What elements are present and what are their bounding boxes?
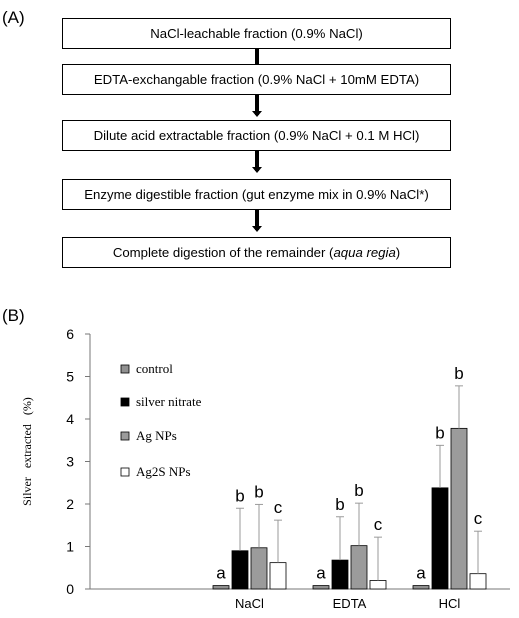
y-axis-label: Silver extracted (%) bbox=[20, 397, 34, 506]
flow-arrow bbox=[252, 151, 262, 173]
chart-axes: 0 1 2 3 4 5 6 Silver extracted (%) NaCl EDTA HCl bbox=[20, 326, 510, 611]
y-tick-label: 2 bbox=[66, 496, 74, 512]
bar-ag2s-nps bbox=[369, 580, 387, 590]
y-tick-label: 6 bbox=[66, 326, 74, 342]
significance-letter: b bbox=[454, 364, 463, 383]
significance-letter: c bbox=[274, 498, 283, 517]
bar-ag-nps bbox=[350, 545, 368, 590]
flow-step-text-italic: aqua regia bbox=[333, 245, 396, 260]
significance-letter: a bbox=[416, 564, 426, 583]
legend-swatch bbox=[120, 467, 130, 477]
y-tick-label: 1 bbox=[66, 539, 74, 555]
bar-control bbox=[312, 585, 330, 590]
y-tick-label: 4 bbox=[66, 411, 74, 427]
flow-step-text-pre: Complete digestion of the remainder ( bbox=[112, 245, 334, 260]
bar-ag-nps bbox=[250, 547, 268, 590]
bar-silver-nitrate bbox=[231, 550, 249, 590]
y-tick-label: 5 bbox=[66, 369, 74, 385]
flow-step-text: EDTA-exchangable fraction (0.9% NaCl + 1… bbox=[93, 72, 420, 87]
legend-entry: Ag2S NPs bbox=[136, 464, 191, 479]
flow-step-text: NaCl-leachable fraction (0.9% NaCl) bbox=[150, 26, 363, 41]
significance-letter: b bbox=[354, 481, 363, 500]
significance-letter: c bbox=[474, 509, 483, 528]
legend-entry: silver nitrate bbox=[136, 394, 202, 409]
x-tick-label: EDTA bbox=[333, 596, 367, 611]
legend-swatch bbox=[120, 397, 130, 407]
flow-step-text: Dilute acid extractable fraction (0.9% N… bbox=[93, 128, 420, 143]
chart-legend: control silver nitrate Ag NPs Ag2S NPs bbox=[120, 361, 202, 479]
flow-arrow bbox=[252, 95, 262, 117]
flow-step-enzyme-digestible: Enzyme digestible fraction (gut enzyme m… bbox=[62, 179, 451, 210]
legend-entry: Ag NPs bbox=[136, 428, 177, 443]
flow-step-nacl-leachable: NaCl-leachable fraction (0.9% NaCl) bbox=[62, 18, 451, 49]
bar-silver-nitrate bbox=[431, 487, 449, 590]
bar-ag-nps bbox=[450, 427, 468, 590]
panel-a-label: (A) bbox=[2, 8, 25, 27]
bar-control bbox=[212, 585, 230, 590]
y-tick-label: 0 bbox=[66, 581, 74, 597]
significance-letter: a bbox=[316, 564, 326, 583]
flow-step-dilute-acid: Dilute acid extractable fraction (0.9% N… bbox=[62, 120, 451, 151]
significance-letter: c bbox=[374, 515, 383, 534]
x-tick-label: NaCl bbox=[235, 596, 264, 611]
panel-b-label: (B) bbox=[2, 306, 25, 325]
significance-letter: b bbox=[254, 482, 263, 501]
bar-control bbox=[412, 585, 430, 590]
x-tick-label: HCl bbox=[439, 596, 461, 611]
significance-letter: b bbox=[335, 495, 344, 514]
flow-arrow bbox=[252, 210, 262, 232]
flow-step-edta-exchangable: EDTA-exchangable fraction (0.9% NaCl + 1… bbox=[62, 64, 451, 95]
flow-step-text-post: ) bbox=[395, 245, 401, 260]
bar-silver-nitrate bbox=[331, 559, 349, 590]
flow-step-complete-digestion: Complete digestion of the remainder (aqu… bbox=[62, 237, 451, 268]
legend-entry: control bbox=[136, 361, 173, 376]
legend-swatch bbox=[120, 364, 130, 374]
bar-ag2s-nps bbox=[469, 573, 487, 590]
significance-letter: a bbox=[216, 564, 226, 583]
flow-step-text: Enzyme digestible fraction (gut enzyme m… bbox=[84, 187, 429, 202]
significance-letter: b bbox=[235, 486, 244, 505]
legend-swatch bbox=[120, 431, 130, 441]
bar-chart: 0 1 2 3 4 5 6 Silver extracted (%) NaCl EDTA HCl a… bbox=[20, 326, 510, 611]
significance-letter: b bbox=[435, 423, 444, 442]
y-tick-label: 3 bbox=[66, 454, 74, 470]
bar-ag2s-nps bbox=[269, 562, 287, 590]
